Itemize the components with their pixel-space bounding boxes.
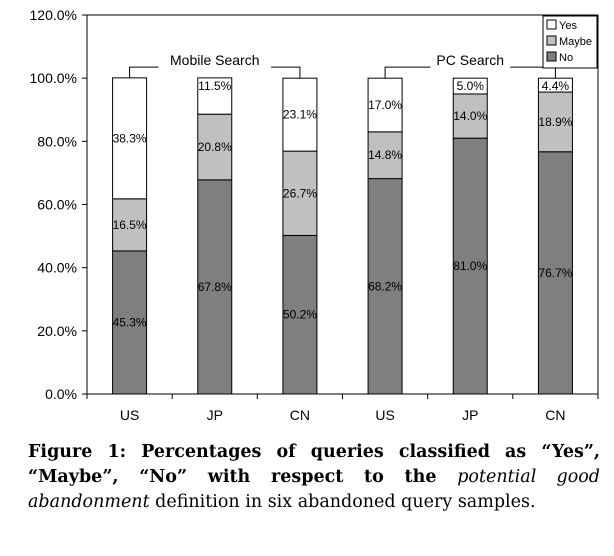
x-axis: US JP CN US JP CN	[86, 394, 599, 423]
x-tick-label: US	[375, 407, 394, 423]
caption-prefix: Figure 1: Percentages of queries classif…	[28, 442, 600, 487]
data-label: 11.5%	[198, 79, 231, 93]
x-tick-label: CN	[290, 407, 310, 423]
bar-segment-maybe	[367, 131, 403, 180]
data-label: 50.2%	[283, 308, 317, 322]
caption-italic: potential good abandonment	[28, 467, 600, 512]
y-axis: 0.0% 20.0% 40.0% 60.0% 80.0% 100.0% 120.0%	[30, 7, 87, 402]
bar-segment-no	[367, 178, 403, 395]
data-label: 81.0%	[453, 259, 487, 273]
bar-segment-maybe	[197, 113, 233, 181]
legend-label: Yes	[559, 20, 577, 32]
data-label: 26.7%	[283, 186, 317, 200]
bars	[112, 77, 573, 395]
legend-label: No	[559, 52, 573, 64]
y-tick-label: 40.0%	[37, 260, 77, 276]
legend-label: Maybe	[559, 36, 592, 48]
bar-segment-maybe	[537, 91, 573, 153]
group-label: PC Search	[436, 52, 504, 68]
group-brackets: Mobile Search PC Search	[129, 52, 556, 79]
data-label: 68.2%	[368, 279, 402, 293]
figure-caption: Figure 1: Percentages of queries classif…	[28, 440, 600, 515]
y-tick-label: 80.0%	[37, 133, 77, 149]
bar-segment-yes	[367, 77, 403, 133]
data-label: 76.7%	[538, 266, 572, 280]
data-label: 17.0%	[368, 98, 402, 112]
bar-segment-maybe	[282, 150, 318, 236]
y-tick-label: 120.0%	[30, 7, 77, 23]
data-label: 18.9%	[538, 115, 572, 129]
x-tick-label: JP	[462, 407, 478, 423]
legend-swatch-yes	[546, 19, 557, 30]
group-label-bg	[158, 57, 272, 78]
value-labels: 45.3% 16.5% 38.3% 67.8% 20.8% 11.5% 50.2% 26.7%…	[113, 79, 573, 330]
data-label: 67.8%	[198, 280, 232, 294]
data-label: 4.4%	[542, 79, 570, 93]
stacked-bar-chart: 0.0% 20.0% 40.0% 60.0% 80.0% 100.0% 120.0% 45.…	[30, 7, 599, 423]
x-tick-label: US	[120, 407, 139, 423]
data-label: 23.1%	[283, 108, 317, 122]
caption-suffix: definition in six abandoned query sample…	[149, 492, 536, 512]
data-label: 20.8%	[198, 140, 232, 154]
y-tick-label: 60.0%	[37, 197, 77, 213]
group-label: Mobile Search	[170, 52, 260, 68]
legend-swatch-no	[546, 51, 557, 62]
y-tick-label: 20.0%	[37, 323, 77, 339]
data-label: 14.8%	[368, 148, 402, 162]
bar-segment-yes	[452, 77, 488, 95]
data-label: 45.3%	[113, 315, 147, 329]
data-label: 5.0%	[457, 79, 485, 93]
y-tick-label: 100.0%	[30, 70, 77, 86]
y-tick-label: 0.0%	[45, 386, 77, 402]
bar-segment-no	[537, 151, 573, 395]
bar-segment-yes	[197, 77, 233, 115]
group-label-bg	[430, 57, 511, 78]
bar-segment-yes	[112, 77, 148, 200]
data-label: 14.0%	[453, 109, 487, 123]
bar-segment-no	[197, 179, 233, 395]
bar-segment-no	[282, 234, 318, 395]
data-label: 16.5%	[113, 218, 147, 232]
data-label: 38.3%	[113, 131, 147, 145]
legend: Yes Maybe No	[542, 15, 598, 69]
bar-segment-no	[112, 250, 148, 395]
bar-segment-maybe	[452, 93, 488, 139]
legend-swatch-maybe	[546, 35, 557, 46]
x-tick-label: CN	[545, 407, 565, 423]
x-tick-label: JP	[207, 407, 223, 423]
